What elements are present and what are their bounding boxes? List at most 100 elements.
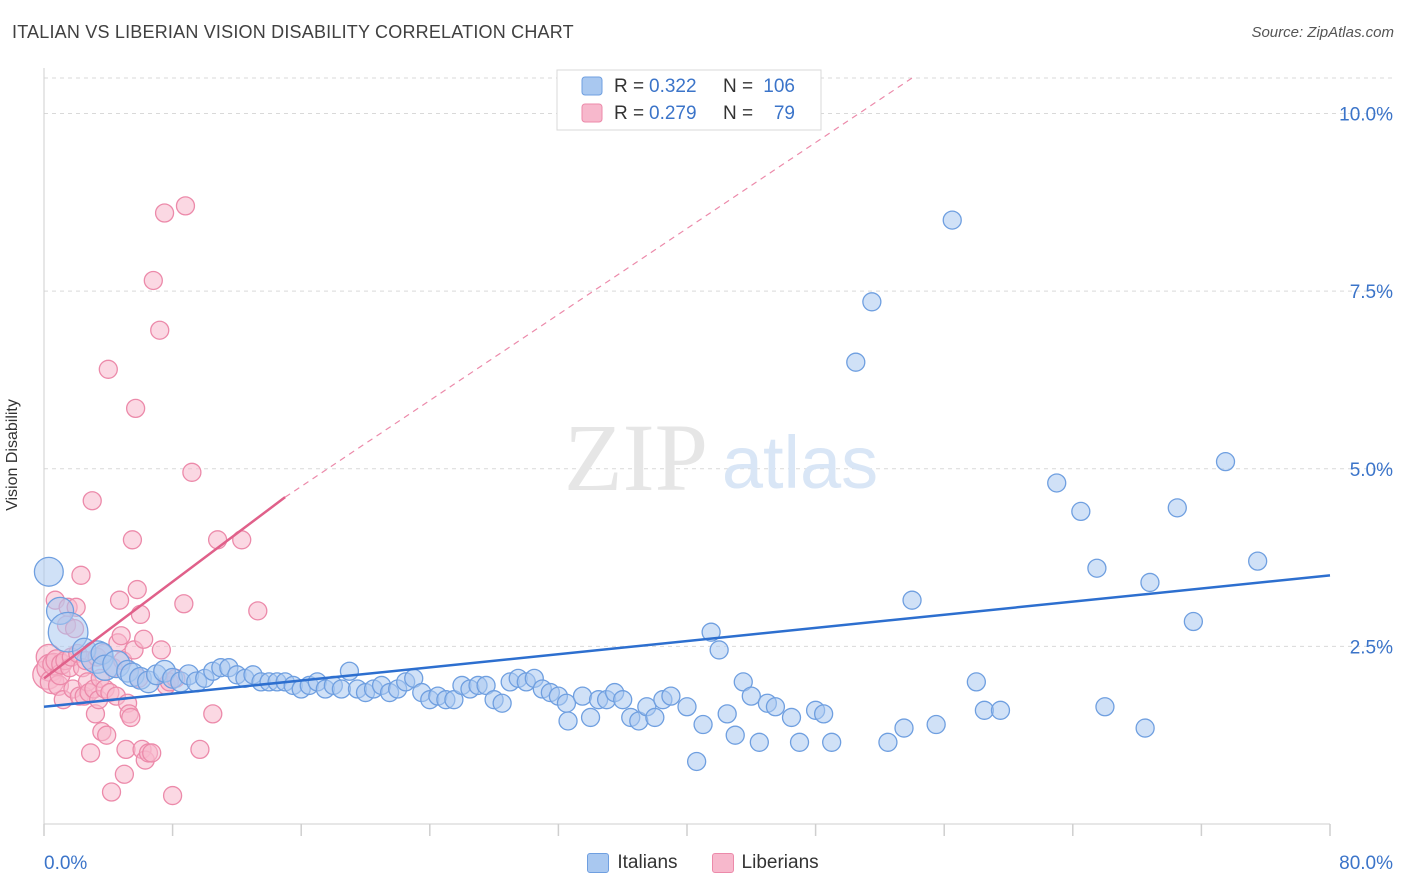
liberian-point [134, 629, 154, 649]
legend-box: R = 0.322 N = 106 R = 0.279 N = 79 [556, 69, 822, 131]
italian-point [902, 590, 922, 610]
italian-point [741, 686, 761, 706]
liberian-point [162, 785, 183, 806]
italians-trend-line [43, 574, 1331, 709]
liberian-point [82, 491, 102, 511]
liberian-point [142, 743, 162, 763]
legend-r-value-liberians: 0.279 [649, 103, 697, 124]
italian-point [558, 711, 578, 731]
liberian-point [130, 604, 151, 625]
italian-point [822, 732, 842, 752]
x-tick-label-max: 80.0% [1339, 853, 1393, 874]
legend-r-value-italians: 0.322 [649, 76, 697, 97]
italian-point [556, 693, 577, 713]
liberian-point [248, 601, 268, 621]
trend-lines [43, 77, 1331, 709]
liberian-point [122, 530, 143, 550]
italian-point [990, 700, 1011, 720]
italian-point [645, 707, 665, 728]
legend-r-label-italians: R = [614, 76, 644, 97]
italian-point [492, 693, 512, 713]
legend-n-value-liberians: 79 [774, 103, 795, 124]
liberian-point [121, 707, 141, 728]
liberian-point [71, 565, 91, 585]
legend-item-italians[interactable]: Italians [587, 852, 678, 874]
watermark-zip: ZIP [564, 404, 708, 511]
liberian-point [114, 764, 135, 784]
liberians-trend-line [43, 496, 286, 680]
italian-point [942, 210, 962, 230]
italian-point [813, 704, 834, 724]
liberian-point [203, 704, 223, 724]
italian-point [1167, 498, 1187, 518]
y-tick-label: 5.0% [1350, 460, 1393, 481]
italian-point [701, 622, 721, 642]
italian-point [862, 292, 882, 312]
liberians-points [32, 196, 268, 806]
tick-labels: 2.5% 5.0% 7.5% 10.0% 0.0% 80.0% [44, 105, 1393, 874]
italian-point [966, 672, 986, 692]
legend-n-label-liberians: N = [723, 103, 753, 124]
liberian-point [127, 579, 147, 600]
legend-swatch-liberians [581, 103, 603, 123]
italian-point [1071, 501, 1091, 522]
legend-item-liberians[interactable]: Liberians [711, 852, 819, 874]
watermark-atlas: atlas [722, 421, 878, 504]
italian-point [339, 661, 360, 681]
watermark: ZIP atlas [564, 404, 878, 511]
legend-n-value-italians: 106 [763, 76, 795, 97]
chart-title: ITALIAN VS LIBERIAN VISION DISABILITY CO… [12, 22, 574, 42]
italian-point [846, 352, 866, 372]
liberian-point [151, 640, 171, 660]
x-tick-label-min: 0.0% [44, 853, 87, 874]
liberian-point [175, 196, 196, 216]
italian-point [686, 751, 707, 772]
legend-r-label-liberians: R = [614, 103, 644, 124]
italian-point [572, 686, 593, 706]
legend-swatch-italians [581, 76, 603, 96]
italian-point [1248, 551, 1268, 571]
liberian-point [101, 782, 122, 802]
liberian-point [182, 462, 202, 482]
italian-point [693, 714, 713, 735]
y-tick-label: 10.0% [1339, 105, 1393, 126]
italian-point [1215, 452, 1236, 472]
legend-n-label-italians: N = [723, 76, 753, 97]
liberian-point [150, 320, 170, 340]
italians-points [33, 210, 1268, 772]
liberian-point [97, 725, 117, 745]
legend-swatch-italians-bottom [587, 853, 610, 873]
italian-point [1183, 611, 1204, 632]
legend-label-liberians: Liberians [741, 852, 819, 873]
italian-point [878, 732, 898, 752]
italian-point [33, 556, 64, 587]
liberians-trend-extension [284, 77, 913, 498]
italian-point [974, 700, 995, 720]
italian-point [894, 718, 914, 738]
liberian-point [190, 739, 210, 760]
liberian-point [154, 203, 175, 223]
italian-point [613, 690, 633, 710]
y-tick-label: 2.5% [1350, 637, 1393, 658]
chart-source: Source: ZipAtlas.com [1251, 24, 1394, 41]
gridlines [44, 77, 1392, 647]
liberian-point [116, 739, 136, 760]
italian-point [1095, 697, 1115, 717]
italian-point [789, 732, 810, 752]
italian-point [717, 704, 737, 724]
italian-point [1047, 473, 1067, 493]
italian-point [781, 707, 802, 728]
italian-point [580, 707, 601, 728]
y-tick-label: 7.5% [1350, 282, 1393, 303]
liberian-point [111, 626, 131, 646]
axes [43, 68, 1331, 836]
legend-swatch-liberians-bottom [711, 853, 734, 873]
liberian-point [98, 359, 118, 379]
liberian-point [80, 743, 101, 763]
liberian-point [125, 398, 146, 419]
italian-point [926, 714, 946, 735]
bottom-legend: Italians Liberians [0, 852, 1406, 874]
italian-point [709, 640, 729, 660]
liberian-point [174, 594, 194, 614]
